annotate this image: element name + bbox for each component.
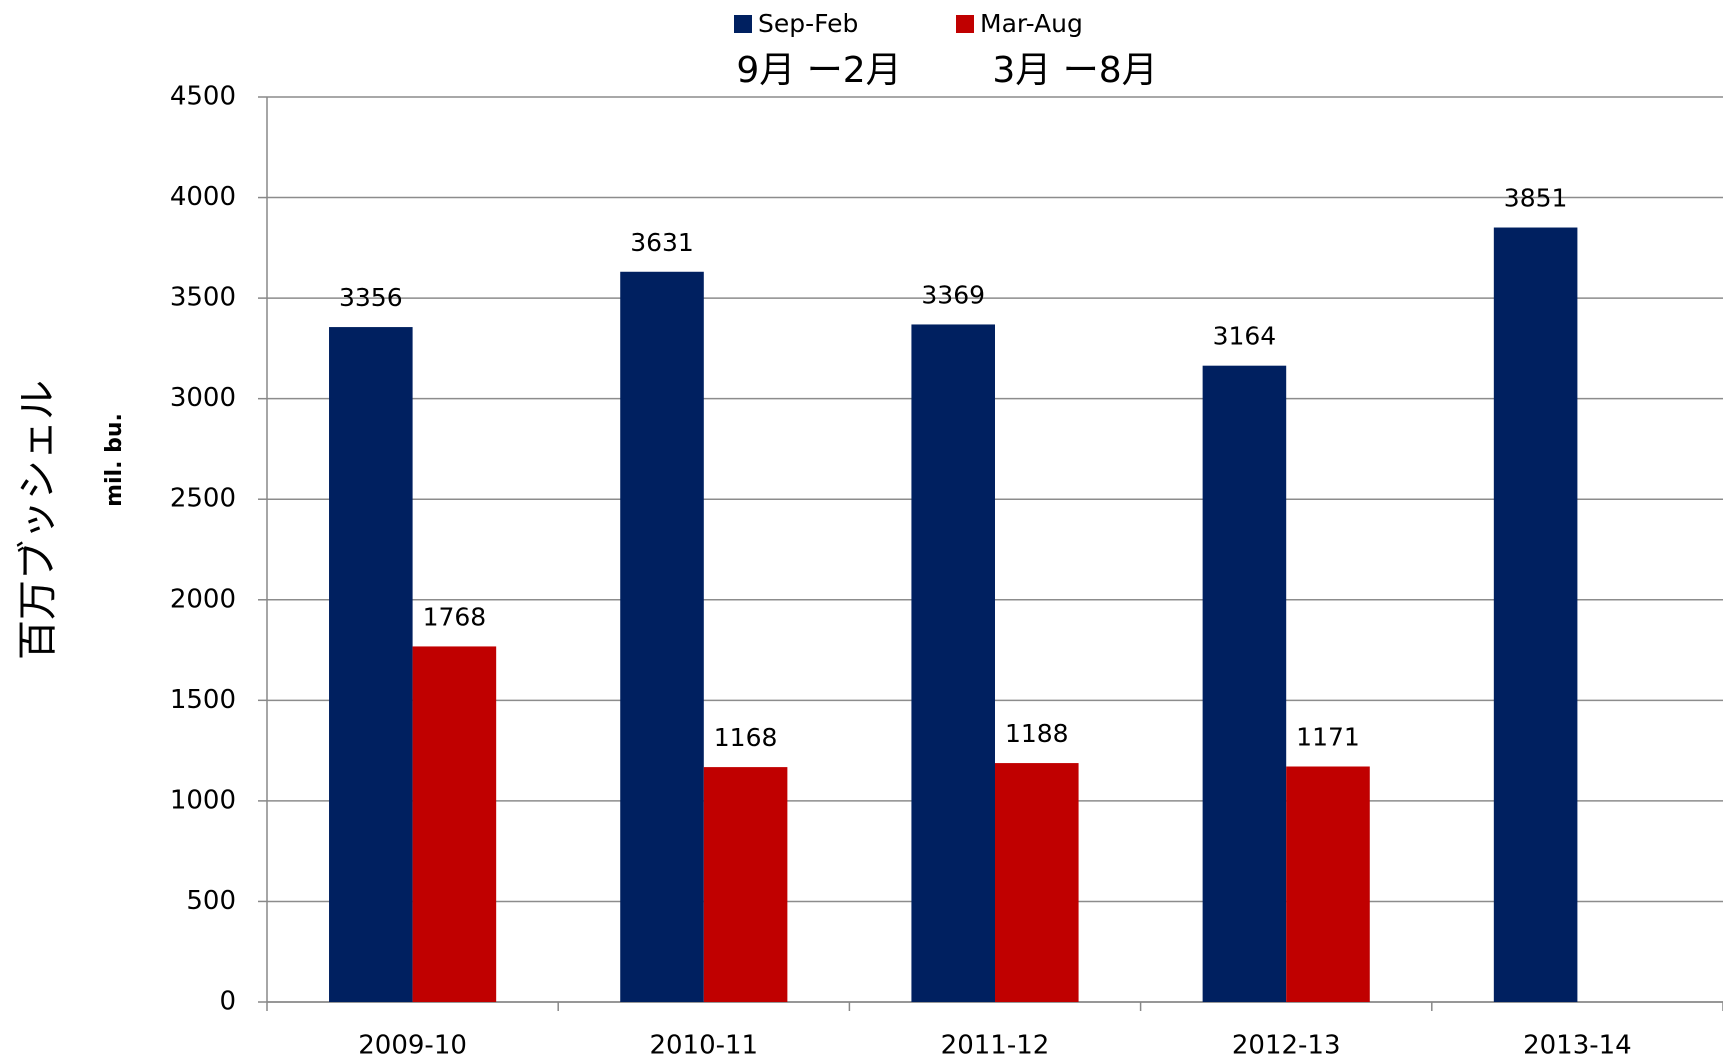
value-label: 3369 <box>921 280 985 309</box>
y-tick-label: 0 <box>219 987 236 1017</box>
y-tick-label: 4500 <box>170 82 236 112</box>
y-tick-label: 1500 <box>170 685 236 715</box>
legend-annotation: 9月 ー2月 <box>736 50 901 91</box>
bar <box>703 767 788 1002</box>
y-axis-title-ja: 百万ブッシェル <box>15 380 61 660</box>
bar <box>412 646 497 1002</box>
value-label: 1188 <box>1005 719 1069 748</box>
value-label: 3631 <box>630 228 694 257</box>
value-label: 3851 <box>1504 184 1568 213</box>
legend-swatch <box>734 15 752 33</box>
x-tick-label: 2011-12 <box>941 1031 1050 1061</box>
legend-swatch <box>956 15 974 33</box>
bar <box>620 271 704 1002</box>
legend-annotation: 3月 ー8月 <box>992 50 1157 91</box>
bar <box>1202 365 1287 1002</box>
value-label: 3164 <box>1213 322 1277 351</box>
bar <box>911 324 995 1002</box>
x-tick-label: 2013-14 <box>1523 1031 1632 1061</box>
bar <box>995 763 1079 1002</box>
y-tick-label: 4000 <box>170 182 236 212</box>
y-tick-label: 2000 <box>170 584 236 614</box>
y-tick-label: 3500 <box>170 283 236 313</box>
legend-label: Mar-Aug <box>980 9 1083 38</box>
bar <box>1286 766 1370 1002</box>
legend-label: Sep-Feb <box>758 9 858 38</box>
y-tick-label: 500 <box>186 886 236 916</box>
y-tick-label: 1000 <box>170 785 236 815</box>
bar <box>1493 227 1578 1002</box>
y-tick-label: 3000 <box>170 383 236 413</box>
x-tick-label: 2009-10 <box>358 1031 467 1061</box>
y-axis-title: mil. bu. <box>102 413 127 507</box>
value-label: 3356 <box>339 283 403 312</box>
value-label: 1168 <box>714 723 778 752</box>
value-label: 1171 <box>1296 722 1360 751</box>
value-label: 1768 <box>423 602 487 631</box>
x-tick-label: 2012-13 <box>1232 1031 1341 1061</box>
bar <box>329 327 413 1002</box>
y-tick-label: 2500 <box>170 484 236 514</box>
x-tick-label: 2010-11 <box>649 1031 758 1061</box>
